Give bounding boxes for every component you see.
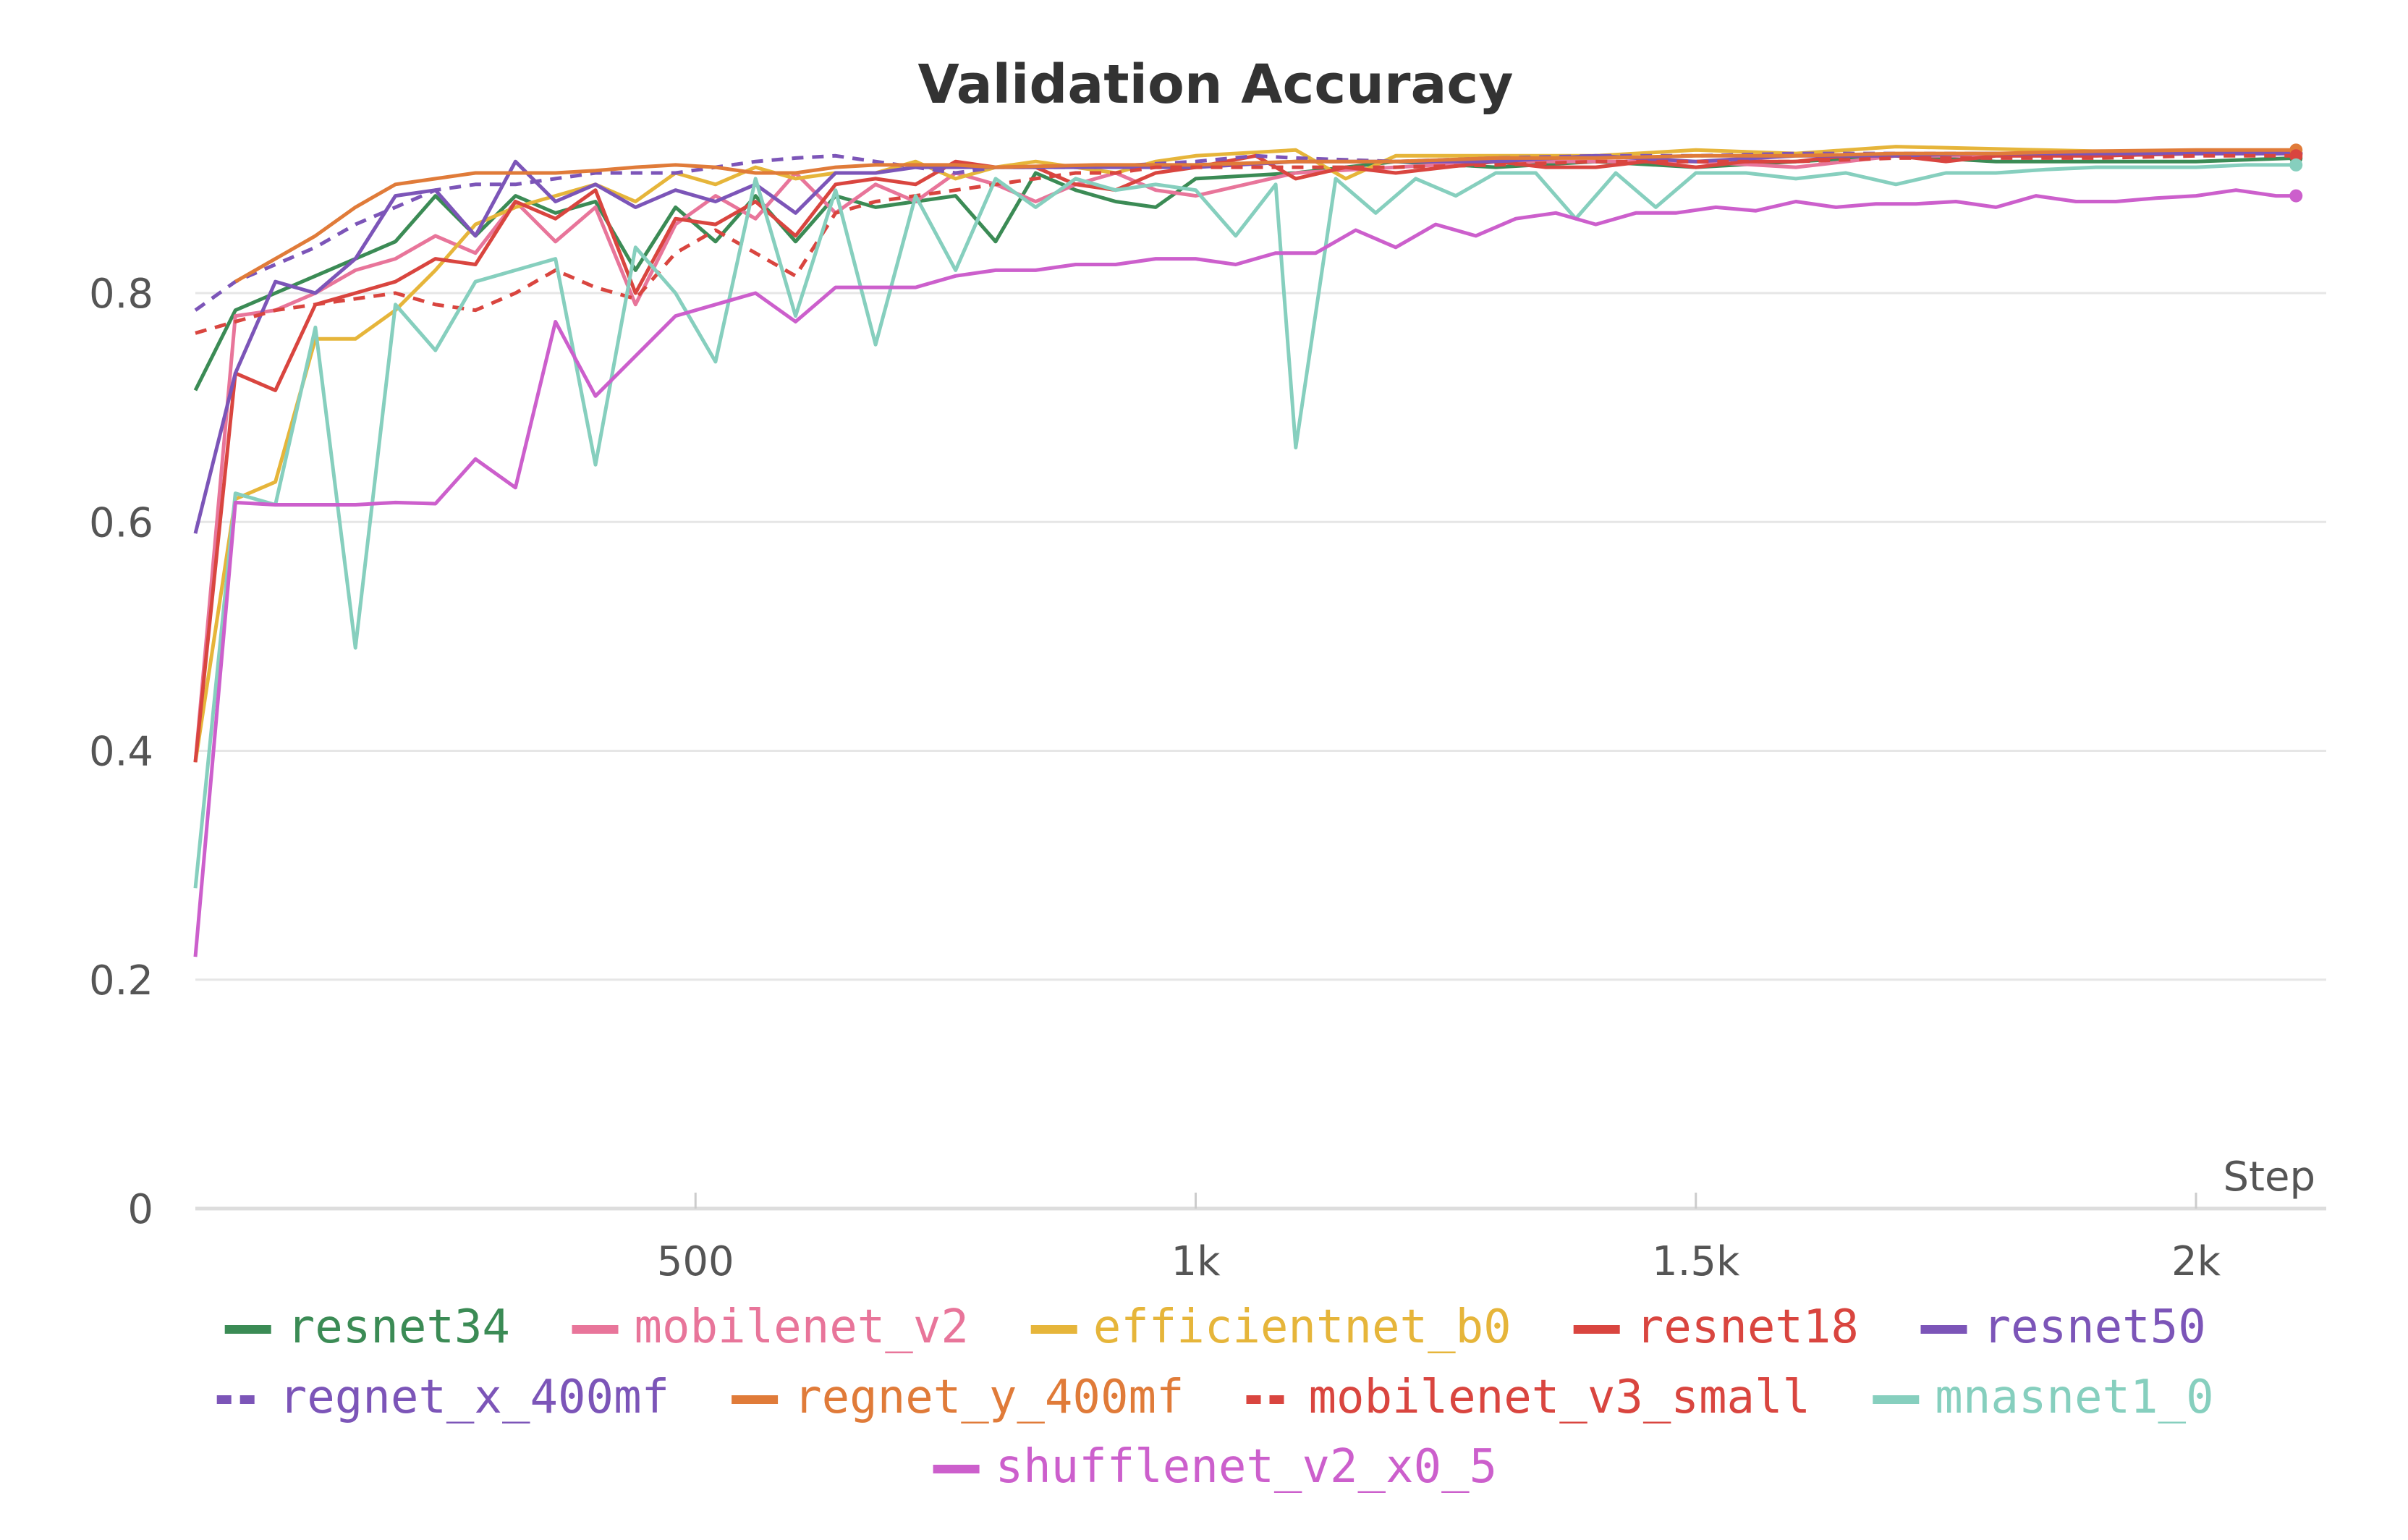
legend-label: resnet50 (1983, 1300, 2206, 1354)
legend: resnet34 mobilenet_v2 efficientnet_b0 resne… (216, 1300, 2214, 1494)
legend-label: mobilenet_v2 (635, 1300, 969, 1354)
series-lines (193, 143, 2303, 957)
legend-item-resnet50[interactable]: resnet50 (1920, 1300, 2206, 1354)
series-line-efficientnet_b0 (193, 145, 2297, 763)
y-tick-label: 0.6 (89, 499, 153, 546)
y-tick-label: 0.8 (89, 271, 153, 318)
legend-item-mnasnet1_0[interactable]: mnasnet1_0 (1873, 1371, 2214, 1424)
legend-item-efficientnet_b0[interactable]: efficientnet_b0 (1030, 1300, 1512, 1354)
series-line-mobilenet_v3_small (195, 153, 2297, 335)
series-line-mnasnet1_0 (193, 163, 2297, 889)
y-tick-label: 0.4 (89, 729, 153, 776)
legend-label: resnet34 (287, 1300, 510, 1354)
x-axis-ticks: 500 1k 1.5k 2k (657, 1193, 2221, 1285)
y-tick-label: 0 (127, 1186, 153, 1233)
series-line-mobilenet_v2 (193, 151, 2297, 763)
legend-label: mobilenet_v3_small (1309, 1371, 1811, 1424)
x-axis-label: Step (2223, 1154, 2315, 1201)
x-tick-label: 2k (2171, 1238, 2221, 1285)
legend-item-mobilenet_v2[interactable]: mobilenet_v2 (572, 1300, 969, 1354)
series-end-point (2289, 149, 2303, 163)
y-axis-ticks: 0 0.2 0.4 0.6 0.8 (89, 271, 153, 1233)
x-tick-label: 500 (657, 1238, 734, 1285)
legend-label: mnasnet1_0 (1935, 1371, 2213, 1424)
chart-title: Validation Accuracy (917, 54, 1513, 116)
x-tick-label: 1.5k (1652, 1238, 1740, 1285)
series-line-regnet_y_400mf (234, 148, 2297, 284)
legend-label: resnet18 (1636, 1300, 1859, 1354)
series-line-resnet18 (193, 151, 2297, 763)
legend-item-regnet_x_400mf[interactable]: regnet_x_400mf (216, 1371, 669, 1424)
legend-item-resnet18[interactable]: resnet18 (1573, 1300, 1859, 1354)
series-end-point (2289, 189, 2303, 203)
legend-label: regnet_x_400mf (279, 1371, 669, 1424)
series-line-shufflenet_v2_x0_5 (193, 188, 2297, 957)
series-line-resnet50 (193, 151, 2297, 534)
legend-item-mobilenet_v3_small[interactable]: mobilenet_v3_small (1246, 1371, 1811, 1424)
legend-label: efficientnet_b0 (1093, 1300, 1512, 1354)
y-tick-label: 0.2 (89, 957, 153, 1004)
x-tick-label: 1k (1171, 1238, 1221, 1285)
legend-item-shufflenet_v2_x0_5[interactable]: shufflenet_v2_x0_5 (933, 1440, 1498, 1494)
legend-item-resnet34[interactable]: resnet34 (224, 1300, 510, 1354)
series-end-point (2289, 158, 2303, 172)
legend-item-regnet_y_400mf[interactable]: regnet_y_400mf (732, 1371, 1184, 1424)
legend-label: regnet_y_400mf (794, 1371, 1184, 1424)
gridlines (195, 292, 2326, 1211)
legend-label: shufflenet_v2_x0_5 (996, 1440, 1498, 1494)
